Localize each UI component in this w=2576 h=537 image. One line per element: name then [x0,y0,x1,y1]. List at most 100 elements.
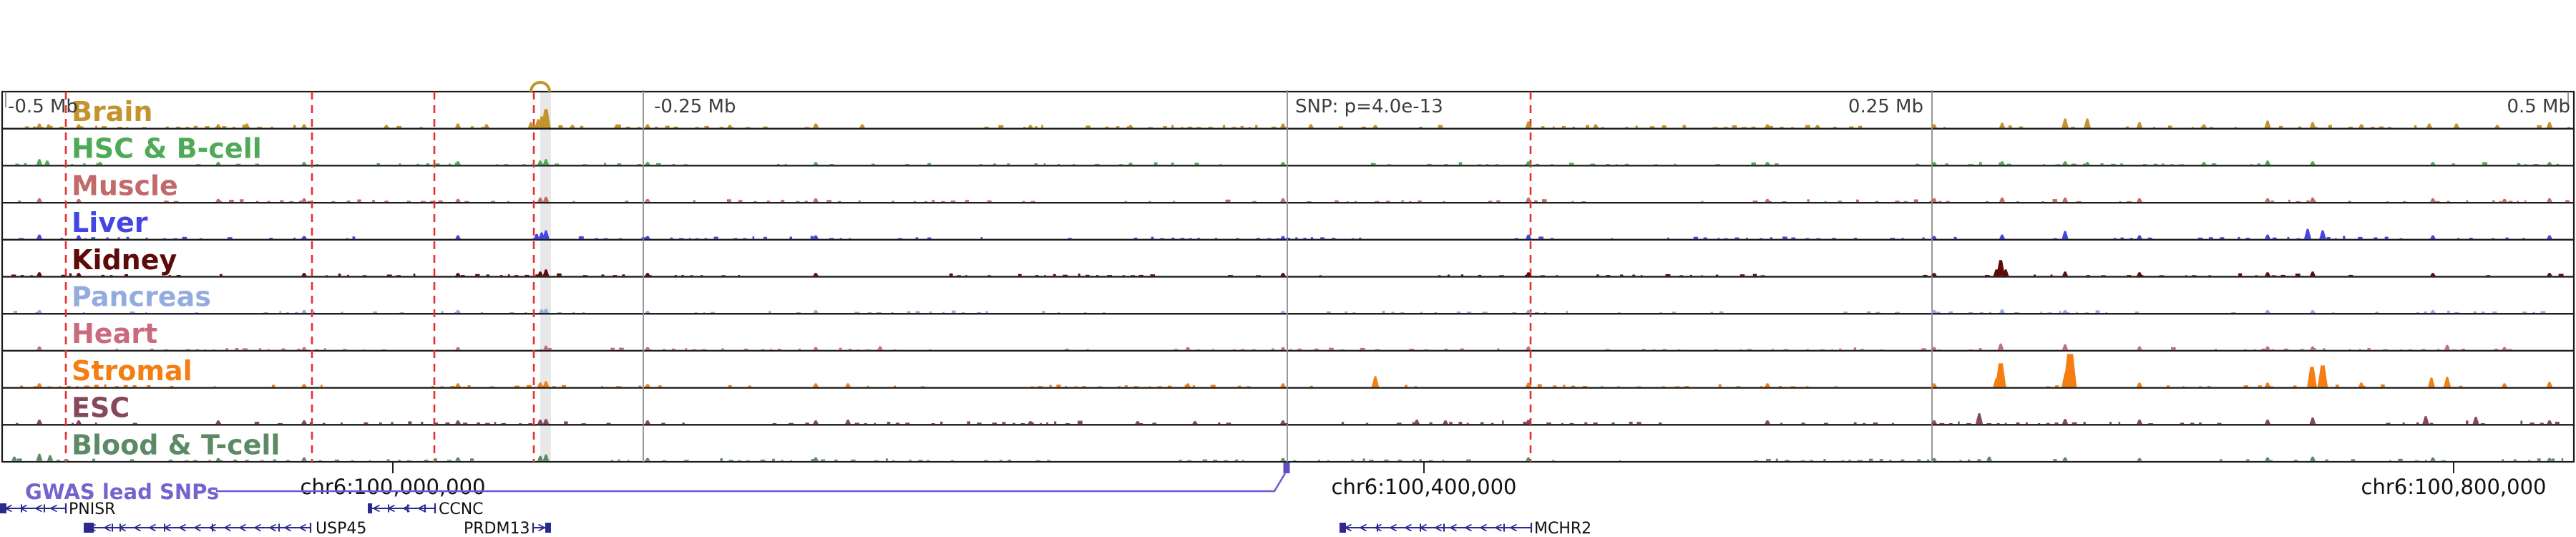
signal-bar [2083,163,2085,165]
signal-bar [486,274,490,276]
signal-bar [604,163,607,165]
signal-bar [763,236,767,239]
signal-bar [1858,125,1863,128]
signal-peak [455,310,461,313]
signal-bar [24,126,29,128]
signal-bar [701,349,707,350]
genomic-tick-label-0: chr6:100,000,000 [301,475,486,499]
signal-bar [796,312,801,313]
signal-bar [2042,164,2045,165]
signal-bar [1163,126,1167,128]
signal-bar [1124,385,1128,387]
signal-bar [1351,459,1354,461]
signal-bar [1535,311,1539,313]
signal-bar [876,311,882,313]
signal-bar [1879,459,1883,461]
track-signal-pancreas [14,309,2546,313]
signal-bar [1419,459,1422,461]
signal-bar [658,385,662,387]
signal-bar [504,164,509,165]
signal-bar [369,460,371,461]
signal-bar [1396,422,1402,425]
signal-bar [887,422,891,425]
signal-bar [61,274,66,276]
signal-bar [1466,459,1471,461]
signal-bar [2261,348,2265,350]
gene-strand-chevron [1419,523,1427,532]
signal-peak [2265,420,2270,425]
signal-bar [682,422,685,425]
signal-bar [289,200,294,202]
signal-peak [1765,162,1770,165]
signal-bar [811,459,815,461]
signal-bar [2100,163,2104,165]
signal-bar [927,237,932,239]
signal-bar [752,236,755,239]
signal-bar [1267,238,1272,239]
signal-peak [1526,197,1531,202]
signal-bar [76,386,79,387]
gwas-connector-line [216,473,1287,493]
signal-peak [813,273,819,276]
signal-bar [117,237,120,239]
signal-bar [1701,275,1703,276]
signal-bar [1875,311,1880,313]
signal-bar [1966,422,1971,425]
signal-bar [175,126,181,128]
signal-bar [1237,385,1241,387]
signal-peak [1986,456,1992,461]
signal-bar [1105,126,1109,128]
signal-bar [2170,164,2174,165]
signal-bar [2008,125,2012,128]
signal-bar [726,199,731,202]
signal-bar [2400,349,2403,350]
signal-bar [2424,311,2427,313]
signal-peak [2319,230,2326,239]
signal-bar [895,422,900,425]
signal-bar [14,311,17,313]
signal-bar [1400,312,1405,313]
signal-bar [928,349,932,350]
signal-bar [2367,348,2371,350]
signal-bar [299,200,302,202]
signal-bar [1224,460,1228,461]
signal-bar [476,422,481,425]
signal-peak [645,458,650,461]
gene-strand-chevron [402,504,410,513]
signal-bar [2348,274,2353,276]
signal-bar [915,237,919,239]
track-label-pancreas: Pancreas [72,281,211,313]
signal-bar [1546,422,1551,425]
signal-peak [1371,376,1380,387]
signal-bar [1921,348,1926,350]
signal-bar [2153,163,2158,165]
signal-peak [301,236,307,239]
gene-strand-chevron [19,504,27,513]
signal-bar [2461,349,2466,350]
signal-bar [1895,311,1900,313]
signal-bar [331,200,336,202]
signal-peak [1526,310,1531,313]
signal-bar [1420,311,1423,313]
track-label-brain: Brain [72,96,152,127]
signal-bar [2257,163,2261,165]
signal-bar [1187,460,1191,461]
signal-bar [1078,274,1080,276]
signal-bar [2296,200,2301,202]
signal-bar [1649,126,1655,128]
signal-bar [1751,126,1756,128]
signal-bar [475,274,480,276]
signal-bar [1679,275,1684,276]
signal-bar [1391,311,1395,313]
signal-bar [1783,349,1789,350]
track-label-kidney: Kidney [72,244,177,276]
signal-bar [267,200,270,202]
signal-bar [1096,275,1098,276]
signal-bar [2208,237,2213,239]
signal-peak [1931,198,1937,202]
signal-bar [1551,164,1553,165]
signal-bar [2016,201,2019,202]
signal-bar [19,385,24,387]
signal-bar [1438,275,1441,276]
signal-bar [2220,237,2225,239]
